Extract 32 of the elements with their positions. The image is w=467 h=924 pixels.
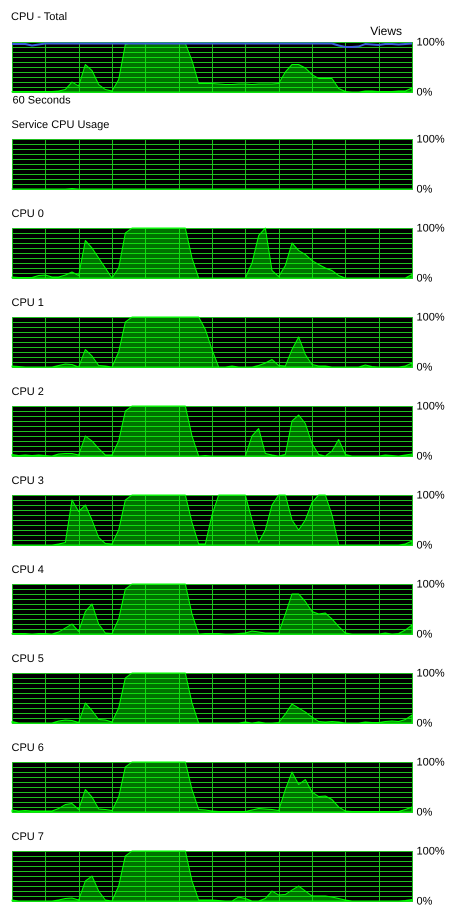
y-tick-label: 100% — [416, 222, 445, 234]
y-tick-label: 0% — [416, 806, 433, 818]
y-tick-label: 100% — [416, 400, 445, 412]
y-tick-label: 0% — [416, 86, 433, 98]
y-tick-label: 0% — [416, 184, 433, 196]
chart-title: CPU 4 — [12, 564, 44, 576]
y-tick-label: 0% — [416, 718, 433, 730]
chart-title: CPU 3 — [12, 475, 44, 487]
y-tick-label: 0% — [416, 450, 433, 462]
y-tick-label: 100% — [416, 846, 445, 858]
y-tick-label: 0% — [416, 540, 433, 552]
y-tick-label: 100% — [416, 134, 445, 146]
chart-title: CPU 5 — [12, 653, 44, 665]
chart-title: CPU 7 — [12, 831, 44, 843]
y-tick-label: 100% — [416, 668, 445, 680]
chart-title: CPU 1 — [12, 297, 44, 309]
text: Views — [370, 24, 402, 38]
y-tick-label: 0% — [416, 896, 433, 908]
y-tick-label: 0% — [416, 628, 433, 640]
chart-title: CPU 0 — [12, 208, 44, 220]
chart-title: Service CPU Usage — [12, 119, 110, 131]
y-tick-label: 0% — [416, 272, 433, 284]
y-tick-label: 0% — [416, 362, 433, 374]
chart-title: CPU - Total — [11, 11, 68, 23]
chart-title: CPU 6 — [12, 742, 44, 754]
y-tick-label: 100% — [416, 312, 445, 324]
y-tick-label: 100% — [416, 756, 445, 768]
chart-title: CPU 2 — [12, 386, 44, 398]
x-axis-title: 60 Seconds — [12, 94, 72, 106]
y-tick-label: 100% — [416, 490, 445, 502]
y-tick-label: 100% — [416, 36, 445, 48]
y-tick-label: 100% — [416, 578, 445, 590]
